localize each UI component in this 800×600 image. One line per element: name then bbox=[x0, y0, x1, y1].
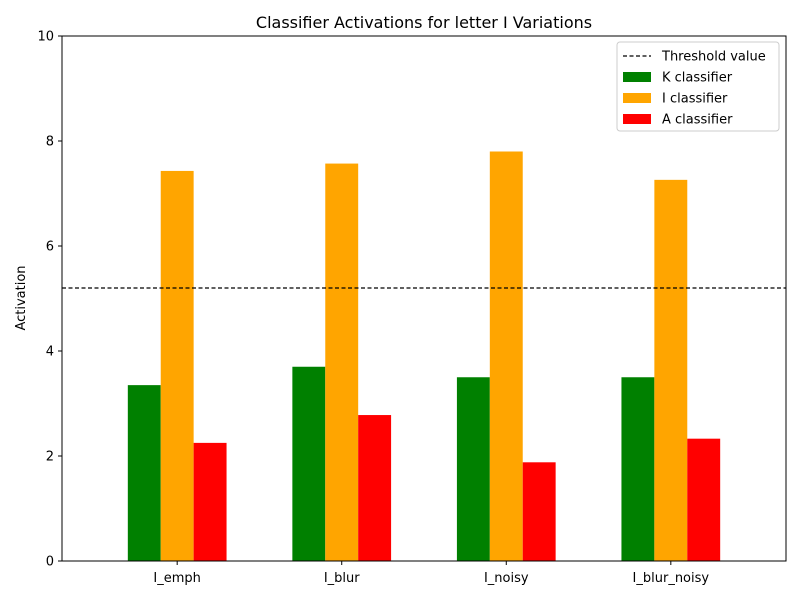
y-tick-label: 10 bbox=[37, 30, 54, 45]
x-tick-label: I_blur bbox=[324, 571, 360, 586]
legend: Threshold value K classifier I classifier A… bbox=[616, 41, 780, 132]
x-tick-label: I_blur_noisy bbox=[633, 571, 710, 586]
bar-a-classifier-i-blur-noisy bbox=[687, 438, 721, 561]
bar-k-classifier-i-noisy bbox=[456, 377, 490, 561]
bar-k-classifier-i-blur-noisy bbox=[621, 377, 655, 561]
legend-swatch bbox=[623, 93, 651, 103]
legend-swatch bbox=[623, 72, 651, 82]
y-axis: 0 2 4 6 8 10 bbox=[37, 30, 62, 570]
bar-a-classifier-i-blur bbox=[358, 415, 392, 561]
y-tick-label: 2 bbox=[46, 450, 54, 465]
x-axis: I_emph I_blur I_noisy I_blur_noisy bbox=[153, 561, 709, 586]
plot-frame bbox=[61, 35, 787, 562]
legend-label: I classifier bbox=[662, 92, 728, 107]
legend-label: Threshold value bbox=[661, 50, 766, 65]
bar-a-classifier-i-noisy bbox=[522, 462, 556, 561]
bar-i-classifier-i-noisy bbox=[489, 151, 523, 561]
bar-a-classifier-i-emph bbox=[193, 442, 227, 562]
bar-k-classifier-i-emph bbox=[127, 385, 161, 562]
y-tick-label: 4 bbox=[46, 345, 54, 360]
bar-i-classifier-i-blur bbox=[325, 163, 359, 561]
legend-swatch bbox=[623, 114, 651, 124]
y-tick-label: 0 bbox=[46, 555, 54, 570]
bar-i-classifier-i-blur-noisy bbox=[654, 179, 688, 561]
chart-title: Classifier Activations for letter I Vari… bbox=[256, 13, 592, 32]
legend-box bbox=[616, 41, 780, 132]
bars-layer bbox=[127, 151, 721, 562]
bar-k-classifier-i-blur bbox=[292, 366, 326, 561]
bar-i-classifier-i-emph bbox=[160, 170, 194, 561]
y-tick-label: 8 bbox=[46, 135, 54, 150]
y-tick-label: 6 bbox=[46, 240, 54, 255]
x-tick-label: I_emph bbox=[153, 571, 201, 586]
legend-label: K classifier bbox=[662, 71, 733, 86]
x-tick-label: I_noisy bbox=[484, 571, 529, 586]
y-axis-title: Activation bbox=[14, 265, 29, 330]
legend-label: A classifier bbox=[662, 113, 733, 128]
